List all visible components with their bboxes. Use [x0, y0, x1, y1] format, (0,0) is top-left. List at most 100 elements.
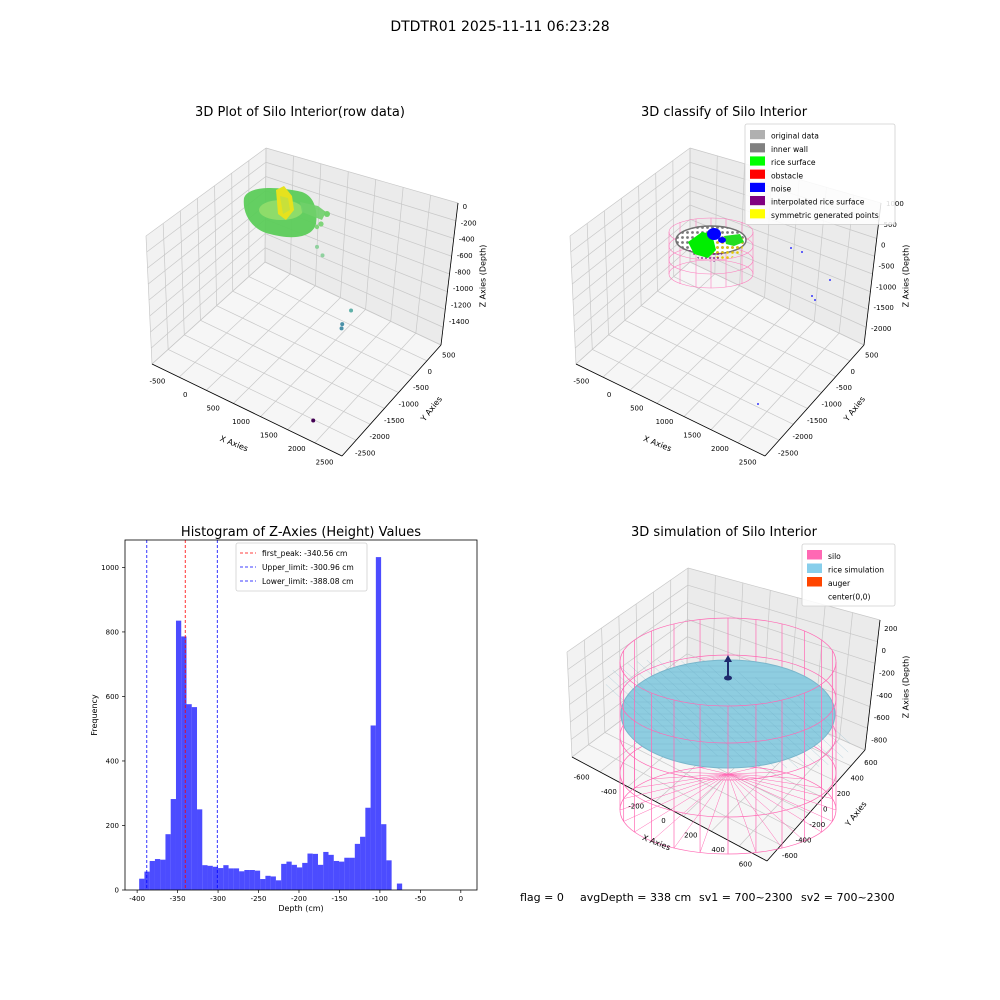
noise-point: [801, 251, 803, 253]
grid-line: [566, 567, 689, 653]
histogram-bar: [370, 725, 376, 890]
grid-line: [265, 161, 456, 222]
grid-line: [167, 349, 357, 441]
histogram-reference-lines: [146, 540, 218, 890]
x-tick-label: 0: [183, 391, 187, 399]
histogram-bar: [228, 868, 234, 890]
grid-line: [572, 190, 691, 285]
y-tick-label: 0: [851, 368, 855, 376]
histogram-bar: [175, 620, 182, 890]
grid-line: [687, 602, 876, 664]
grid-line: [710, 321, 815, 430]
silo-floor-spoke: [673, 773, 729, 849]
x-tick-label: 200: [684, 832, 697, 840]
histogram-bar: [386, 860, 392, 890]
x-tick-label: -500: [573, 378, 589, 386]
grid-line: [233, 297, 341, 404]
rice-mesh-line: [738, 671, 837, 763]
histogram-bar: [260, 879, 266, 890]
legend-label: Upper_limit: -300.96 cm: [262, 563, 354, 572]
z-tick-label: -1400: [449, 318, 469, 326]
z-axis-line: [863, 202, 882, 346]
z-axis-line: [864, 619, 881, 751]
x-tick-label: 0: [459, 895, 463, 903]
grid-line: [737, 332, 840, 444]
rice-mesh-line: [619, 665, 718, 757]
x-axis-label: X Axies: [642, 434, 673, 453]
x-tick-label: -350: [170, 895, 186, 903]
rice-mesh-line: [605, 684, 660, 735]
x-tick-label: -400: [601, 788, 617, 796]
x-tick-label: 0: [607, 391, 611, 399]
histogram-legend: first_peak: -340.56 cm Upper_limit: -300.…: [235, 542, 368, 592]
y-tick-label: 1000: [101, 564, 119, 572]
grid-line: [569, 147, 691, 237]
x-tick-label: -400: [129, 895, 145, 903]
histogram-x-label: Depth (cm): [278, 904, 323, 913]
y-tick-label: 500: [442, 352, 455, 360]
legend-swatch: [807, 590, 822, 600]
raw-spray-point: [324, 211, 330, 217]
silo-floor-spoke: [699, 767, 729, 775]
grid-line: [150, 233, 266, 333]
legend-label: obstacle: [771, 171, 803, 180]
y-tick-label: 0: [115, 887, 119, 895]
z-tick-label: -500: [879, 262, 895, 270]
outlier-point: [349, 308, 354, 313]
histogram-bar: [154, 859, 161, 890]
legend-label: Lower_limit: -388.08 cm: [262, 577, 354, 586]
z-tick-label: -600: [457, 252, 473, 260]
noise-point: [757, 403, 759, 405]
grid-line: [689, 204, 873, 275]
grid-line: [149, 218, 266, 317]
footer-sv1: sv1 = 700~2300: [699, 891, 793, 904]
raw-spray-point: [314, 224, 320, 230]
x-axis-line: [575, 363, 766, 457]
grid-line: [575, 261, 691, 365]
histogram-bar: [270, 876, 276, 890]
legend-swatch: [807, 563, 822, 573]
histogram-bar: [381, 824, 387, 890]
y-tick-label: -2500: [355, 449, 375, 457]
raw-outlier-points: [311, 244, 354, 423]
noise-point: [811, 295, 813, 297]
histogram-bar: [212, 866, 219, 890]
rice-mesh-line: [755, 677, 844, 758]
histogram-bar: [202, 865, 208, 890]
pane-floor: [576, 262, 864, 456]
grid-line: [687, 584, 878, 643]
histogram-bar: [139, 878, 145, 890]
raw-spray-point: [318, 221, 324, 227]
silo-wireframe-front: [619, 661, 837, 855]
noise-point: [829, 279, 831, 281]
x-tick-label: 1500: [683, 431, 701, 439]
z-tick-label: -200: [879, 670, 895, 678]
legend-label: silo: [828, 552, 841, 561]
grid-line: [573, 218, 691, 317]
silo-floor-spoke: [727, 771, 783, 775]
raw-data-plot: 3D Plot of Silo Interior(row data) -500 0…: [145, 105, 488, 466]
footer-flag: flag = 0: [520, 891, 564, 904]
x-tick-label: -600: [574, 773, 590, 781]
raw-plot-title: 3D Plot of Silo Interior(row data): [195, 105, 405, 120]
grid-line: [146, 161, 267, 253]
grid-line: [145, 147, 267, 237]
silo-floor-spoke: [727, 773, 833, 799]
x-axis-line: [151, 363, 343, 457]
x-tick-label: -500: [149, 378, 165, 386]
rice-mesh-line: [681, 660, 799, 769]
rice-mesh-line: [636, 661, 748, 764]
silo-floor-spoke: [727, 773, 833, 822]
x-tick-label: -100: [372, 895, 388, 903]
x-tick-label: 1500: [260, 431, 278, 439]
grid-line: [147, 176, 266, 269]
rice-mesh-line: [657, 659, 775, 768]
x-tick-label: 0: [661, 817, 665, 825]
z-tick-label: -1200: [451, 301, 471, 309]
histogram-bar: [207, 865, 213, 890]
histogram-bar: [275, 880, 282, 890]
z-tick-label: -600: [874, 714, 890, 722]
y-tick-label: -1000: [822, 401, 842, 409]
raw-peak-shade: [280, 196, 290, 214]
histogram-ticks: -400 -350 -300 -250 -200 -150 -100 -50 0 0 200 400 6…: [101, 564, 463, 903]
